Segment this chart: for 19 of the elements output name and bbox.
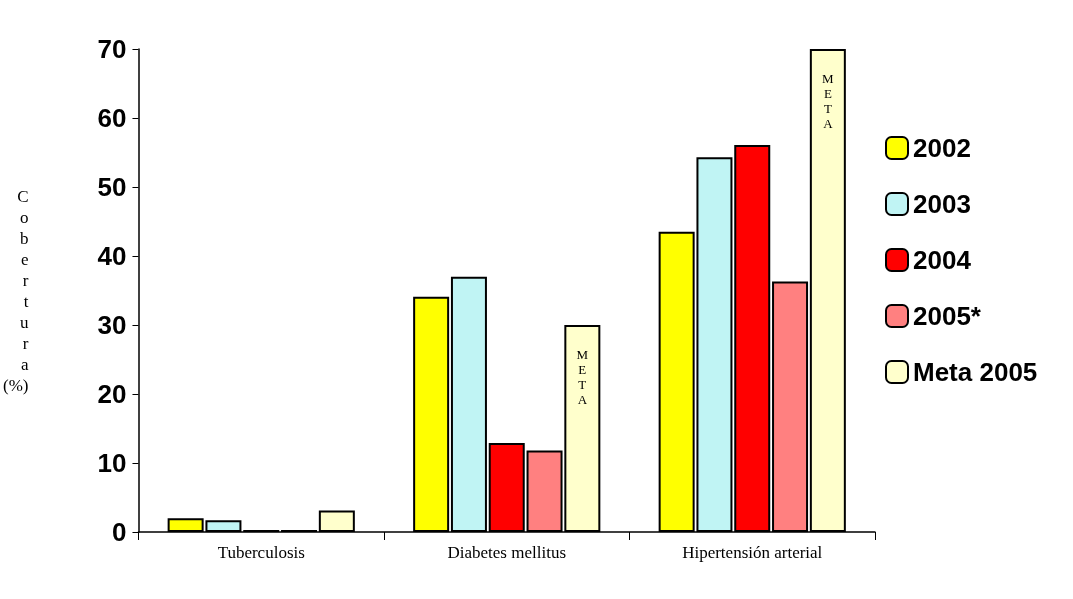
legend-label: 2002 [913,133,971,163]
y-tick-label: 70 [97,34,127,64]
y-tick-label: 30 [97,310,127,340]
y-tick-label: 20 [97,379,127,409]
x-tick-label: Hipertensión arterial [682,543,823,562]
x-tick-label: Tuberculosis [217,543,305,562]
text: Cobertura (%) [3,186,29,395]
legend-label: 2003 [913,189,971,219]
annotation: META [576,347,589,407]
y-tick-label: 40 [97,241,127,271]
annotation: META [822,71,835,131]
y-tick-label: 10 [97,448,127,478]
x-tick-label: Diabetes mellitus [447,543,566,562]
legend-label: Meta 2005 [913,357,1038,387]
legend-label: 2005* [913,301,982,331]
y-tick-label: 0 [112,517,127,547]
y-tick-label: 60 [97,103,127,133]
legend-label: 2004 [913,245,972,275]
y-tick-label: 50 [97,172,127,202]
